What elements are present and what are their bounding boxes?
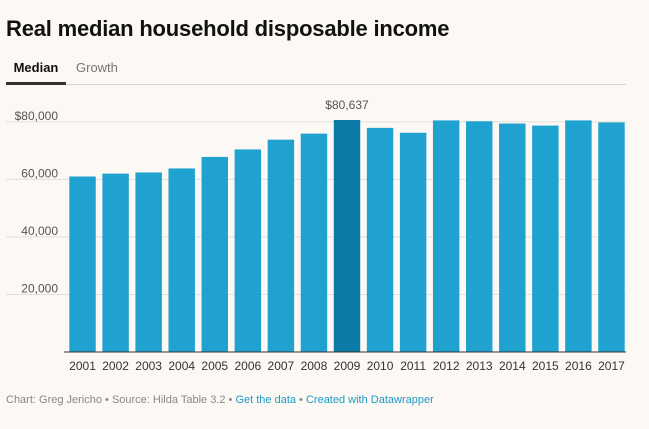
- x-tick-label: 2011: [400, 359, 426, 373]
- bar-chart: 20,000 40,000 60,000 $80,000 2001 2002 2003 200…: [6, 98, 626, 373]
- x-tick-label: 2009: [334, 359, 361, 373]
- x-tick-label: 2017: [598, 359, 625, 373]
- x-tick-label: 2003: [135, 359, 162, 373]
- bar[interactable]: [565, 120, 592, 352]
- bar[interactable]: [399, 132, 427, 352]
- y-tick-label: 60,000: [21, 166, 58, 180]
- bar[interactable]: [300, 133, 328, 352]
- bar[interactable]: [366, 127, 394, 352]
- x-tick-label: 2012: [433, 359, 460, 373]
- x-tick-label: 2015: [532, 359, 559, 373]
- chart-footer: Chart: Greg Jericho • Source: Hilda Tabl…: [6, 394, 434, 406]
- x-tick-label: 2005: [201, 359, 228, 373]
- x-tick-label: 2001: [69, 359, 96, 373]
- bar[interactable]: [432, 120, 460, 352]
- x-tick-label: 2008: [301, 359, 328, 373]
- x-tick-label: 2010: [367, 359, 394, 373]
- data-label: $80,637: [325, 98, 369, 112]
- y-tick-label: 20,000: [21, 281, 58, 295]
- bar[interactable]: [102, 173, 129, 352]
- bar[interactable]: [201, 156, 228, 352]
- y-tick-label: 40,000: [21, 224, 58, 238]
- bar[interactable]: [234, 149, 262, 352]
- bar[interactable]: [333, 120, 361, 352]
- tab-growth[interactable]: Growth: [76, 60, 118, 82]
- bar[interactable]: [499, 123, 526, 352]
- bar[interactable]: [598, 122, 625, 352]
- x-tick-label: 2013: [466, 359, 493, 373]
- x-tick-label: 2014: [499, 359, 526, 373]
- tab-growth-label: Growth: [76, 60, 118, 75]
- x-tick-label: 2007: [268, 359, 295, 373]
- bar[interactable]: [267, 139, 295, 352]
- bar[interactable]: [135, 172, 162, 352]
- x-tick-label: 2004: [168, 359, 195, 373]
- bar[interactable]: [532, 125, 559, 352]
- footer-separator: •: [296, 394, 306, 406]
- chart-title: Real median household disposable income: [6, 16, 450, 41]
- bar[interactable]: [168, 168, 195, 352]
- x-tick-label: 2006: [234, 359, 261, 373]
- footer-credit: Chart: Greg Jericho • Source: Hilda Tabl…: [6, 394, 236, 406]
- x-tick-label: 2002: [102, 359, 129, 373]
- tab-median[interactable]: Median: [6, 60, 66, 85]
- created-with-datawrapper-link[interactable]: Created with Datawrapper: [305, 394, 434, 406]
- tab-bar: Median Growth: [6, 58, 626, 85]
- get-the-data-link[interactable]: Get the data: [235, 394, 296, 406]
- y-tick-label: $80,000: [15, 109, 59, 123]
- bar[interactable]: [466, 121, 493, 352]
- x-tick-label: 2016: [565, 359, 592, 373]
- bar[interactable]: [69, 176, 96, 352]
- tab-median-label: Median: [13, 60, 59, 75]
